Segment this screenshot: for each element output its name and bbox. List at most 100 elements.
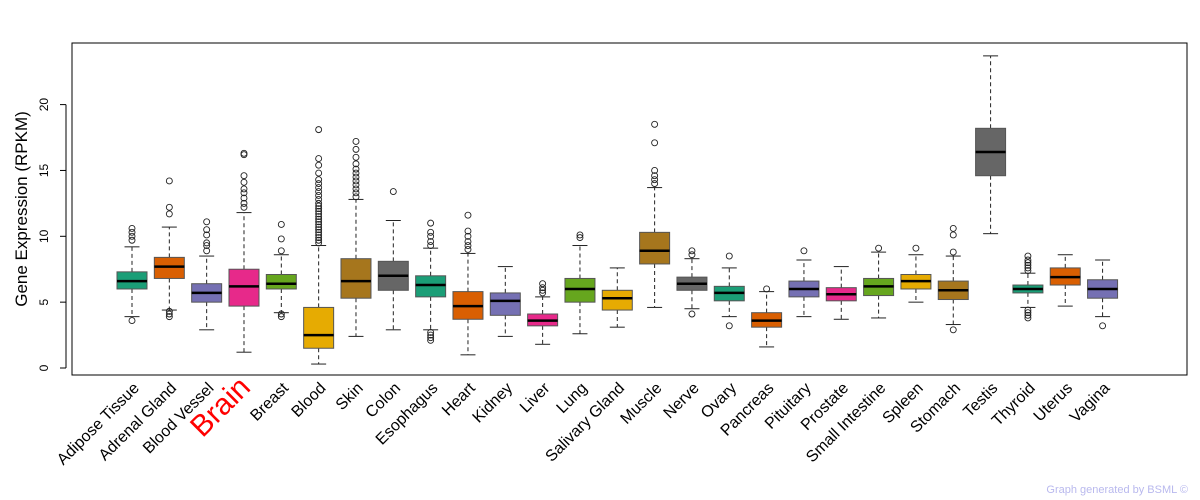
outlier-point [539, 284, 547, 292]
outlier-point [427, 242, 435, 249]
outlier-point [651, 166, 659, 174]
outlier-point [1024, 314, 1032, 322]
outlier-point [352, 138, 360, 145]
outlier-point [1024, 256, 1032, 264]
outlier-point [464, 238, 472, 246]
box-kidney [489, 266, 521, 337]
box-iqr [228, 268, 260, 307]
outlier-point [315, 234, 323, 242]
x-tick-label-liver: Liver [517, 379, 554, 416]
outlier-point [315, 169, 323, 177]
outlier-point [240, 194, 248, 202]
box-ovary [713, 252, 745, 330]
outlier-point [427, 334, 435, 342]
outlier-point [315, 226, 323, 234]
outlier-point [315, 205, 323, 213]
outlier-point [1024, 264, 1032, 272]
outlier-point [1024, 306, 1032, 314]
box-breast [265, 220, 297, 321]
outlier-point [1099, 322, 1107, 330]
box-esophagus [415, 219, 447, 344]
y-axis-label: Gene Expression (RPKM) [12, 111, 31, 307]
outlier-point [1024, 267, 1032, 274]
outlier-point [352, 153, 360, 161]
outlier-point [688, 310, 696, 318]
outlier-point [315, 223, 323, 231]
outlier-point [725, 252, 733, 260]
outlier-point [240, 189, 248, 197]
outlier-point [315, 188, 323, 195]
outlier-point [277, 220, 285, 228]
box-vagina [1087, 259, 1119, 330]
box-skin [340, 138, 372, 337]
box-iqr [639, 231, 671, 265]
outlier-point [128, 228, 136, 236]
outlier-point [651, 172, 659, 180]
outlier-point [352, 145, 360, 153]
outlier-point [315, 161, 323, 169]
outlier-point [1024, 261, 1032, 269]
outlier-point [165, 310, 173, 318]
outlier-point [315, 202, 323, 210]
box-pituitary [788, 247, 820, 318]
outlier-point [128, 224, 136, 232]
outlier-point [352, 165, 360, 173]
outlier-point [165, 177, 173, 185]
outlier-point [800, 247, 808, 255]
outlier-point [949, 326, 957, 334]
outlier-point [203, 247, 211, 255]
outlier-point [277, 235, 285, 243]
y-axis: 0 5 10 15 20 [37, 98, 67, 371]
outlier-point [688, 251, 696, 259]
outlier-point [165, 307, 173, 315]
outlier-point [315, 207, 323, 215]
box-muscle [639, 120, 671, 308]
outlier-point [203, 242, 211, 249]
credit-text: Graph generated by BSML © [1046, 484, 1188, 496]
outlier-point [651, 176, 659, 184]
outlier-point [240, 203, 248, 211]
box-adipose-tissue [116, 224, 148, 325]
outlier-point [352, 185, 360, 193]
outlier-point [464, 211, 472, 219]
box-testis [975, 55, 1007, 235]
outlier-point [651, 180, 659, 188]
y-tick-label-20: 20 [37, 98, 51, 112]
x-tick-label-skin: Skin [333, 380, 367, 414]
outlier-point [315, 155, 323, 163]
outlier-point [1024, 309, 1032, 317]
box-iqr [601, 289, 633, 311]
box-iqr [564, 277, 596, 303]
outlier-point [576, 234, 584, 242]
box-iqr [153, 256, 185, 279]
box-liver [527, 280, 559, 345]
outlier-point [949, 231, 957, 239]
outlier-point [315, 176, 323, 184]
x-tick-label-kidney: Kidney [470, 380, 517, 427]
outlier-point [427, 336, 435, 344]
outlier-point [688, 247, 696, 255]
outlier-point [427, 228, 435, 236]
outlier-point [240, 185, 248, 193]
outlier-point [1024, 252, 1032, 260]
outlier-point [165, 313, 173, 321]
outlier-point [949, 224, 957, 232]
outlier-point [427, 232, 435, 240]
outlier-point [539, 280, 547, 288]
outlier-point [165, 203, 173, 211]
plot-frame [71, 42, 1188, 376]
outlier-point [464, 232, 472, 240]
box-nerve [676, 247, 708, 318]
outlier-point [539, 289, 547, 297]
box-iqr [340, 258, 372, 299]
outlier-point [875, 244, 883, 252]
box-iqr [303, 306, 335, 349]
y-tick-label-0: 0 [37, 364, 51, 371]
boxes-layer [116, 55, 1119, 365]
box-prostate [825, 266, 857, 320]
outlier-point [315, 210, 323, 218]
outlier-point [352, 177, 360, 185]
x-tick-label-breast: Breast [247, 379, 292, 424]
